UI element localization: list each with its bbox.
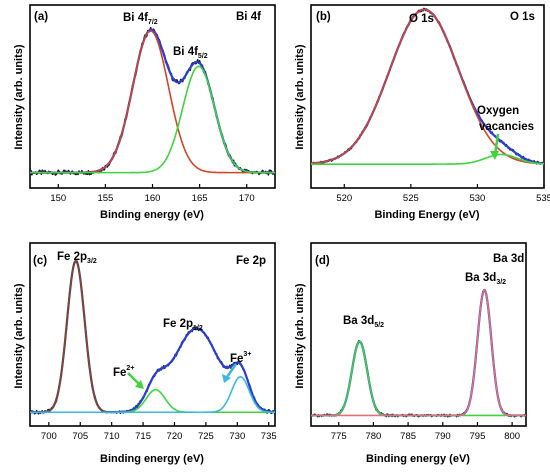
x-tick-label: 790	[435, 431, 451, 442]
annotation-text: Fe	[113, 367, 126, 379]
panel-c: 700 705 710 715 720 725 730 735 (c) Fe 2p Fe 2p…	[13, 242, 277, 465]
annotation-vacancies: vacancies	[479, 121, 534, 133]
series-line-component	[30, 30, 275, 174]
annotation-text: Fe	[230, 353, 243, 365]
x-tick-label: 530	[469, 193, 485, 204]
annotation-text: Bi 4f	[123, 12, 148, 24]
x-axis-label: Binding Energy (eV)	[374, 209, 479, 221]
annotation-fe-2p-1-2: Fe 2p1/2	[163, 318, 203, 332]
x-tick-label: 155	[97, 193, 113, 204]
x-tick-label: 775	[331, 431, 347, 442]
series-line-component	[311, 153, 545, 165]
x-tick-label: 800	[504, 431, 520, 442]
arrow-head-icon	[222, 374, 231, 383]
annotation-bi-4f-7-2: Bi 4f7/2	[123, 12, 158, 26]
series-line-raw	[310, 7, 545, 166]
fe2-arrow	[127, 372, 141, 386]
y-axis-label: Intensity (arb. units)	[294, 283, 306, 388]
annotation-subscript: 5/2	[198, 53, 208, 60]
x-tick-label: 795	[470, 431, 486, 442]
x-tick-label: 525	[403, 193, 419, 204]
panel-label: (c)	[33, 255, 47, 267]
x-tick-label: 705	[72, 431, 88, 442]
y-axis-label: Intensity (arb. units)	[13, 44, 25, 149]
series-line-raw	[29, 26, 276, 176]
annotation-ba-3d-5-2: Ba 3d5/2	[343, 315, 384, 329]
x-tick-label: 730	[229, 431, 245, 442]
series-line-fit	[310, 288, 527, 417]
annotation-subscript: 3/2	[87, 258, 97, 265]
series-line-component	[30, 376, 276, 414]
x-tick-label: 735	[261, 431, 277, 442]
annotation-text: Ba 3d	[465, 272, 496, 284]
series-line-component	[311, 289, 526, 417]
annotation-text: Fe 2p	[57, 251, 87, 263]
annotation-subscript: 3/2	[496, 279, 506, 286]
panel-label: (a)	[34, 11, 48, 23]
series-line-component	[30, 65, 275, 174]
panel-label: (d)	[315, 255, 330, 267]
x-tick-label: 720	[167, 431, 183, 442]
y-axis-label: Intensity (arb. units)	[13, 283, 25, 388]
panel-label: (b)	[316, 11, 331, 23]
series-line-component	[30, 388, 275, 414]
annotation-ba-3d-3-2: Ba 3d3/2	[465, 272, 506, 286]
annotation-subscript: 7/2	[148, 19, 158, 26]
x-tick-label: 160	[145, 193, 161, 204]
series-line-fit	[310, 8, 545, 165]
x-tick-label: 725	[198, 431, 214, 442]
annotation-text: Fe 2p	[163, 318, 193, 330]
x-axis-label: Binding energy (eV)	[100, 209, 204, 221]
x-tick-label: 785	[400, 431, 416, 442]
x-axis-label: Binding energy (eV)	[366, 453, 470, 465]
x-tick-label: 700	[41, 431, 57, 442]
series-line-component	[311, 340, 526, 417]
arrow-head-icon	[135, 380, 144, 389]
x-tick-label: 150	[50, 193, 66, 204]
annotation-text: Bi 4f	[173, 46, 198, 58]
panel-title: Ba 3d	[493, 253, 524, 265]
y-axis-label: Intensity (arb. units)	[294, 44, 306, 149]
annotation-superscript: 3+	[243, 351, 251, 358]
series-line-fit	[29, 28, 276, 174]
series-line-fit	[29, 259, 276, 414]
annotation-fe-3-plus: Fe3+	[230, 351, 251, 365]
x-tick-label: 535	[536, 193, 550, 204]
arrow-head-icon	[490, 151, 499, 160]
series-line-component	[30, 260, 275, 414]
series-line-raw	[310, 289, 527, 418]
x-tick-label: 165	[192, 193, 208, 204]
panel-title: Bi 4f	[236, 11, 261, 23]
annotation-subscript: 5/2	[374, 322, 384, 329]
x-tick-label: 520	[336, 193, 352, 204]
annotation-fe-2-plus: Fe2+	[113, 365, 134, 379]
annotation-fe-2p-3-2: Fe 2p3/2	[57, 251, 97, 265]
panel-b: 520 525 530 535 (b) O 1s O 1s Oxygen vacanc…	[294, 4, 550, 221]
annotation-o-1s: O 1s	[409, 13, 434, 25]
plot-frame	[310, 4, 545, 189]
panel-d: 775 780 785 790 795 800 (d) Ba 3d Ba 3d5/2 Ba…	[294, 242, 527, 465]
annotation-oxygen: Oxygen	[477, 105, 519, 117]
annotation-text: Ba 3d	[343, 315, 374, 327]
x-tick-label: 780	[365, 431, 381, 442]
plot-frame	[310, 242, 527, 427]
annotation-subscript: 1/2	[193, 325, 203, 332]
x-tick-label: 170	[239, 193, 255, 204]
x-axis-label: Binding energy (eV)	[100, 453, 204, 465]
fe3-arrow	[225, 363, 238, 378]
panel-title: O 1s	[510, 11, 535, 23]
annotation-bi-4f-5-2: Bi 4f5/2	[173, 46, 208, 60]
panel-a: 150 155 160 165 170 (a) Bi 4f Bi 4f7/2 Bi 4f…	[13, 4, 276, 221]
x-tick-label: 710	[104, 431, 120, 442]
plot-frame	[29, 242, 276, 427]
series-line-component	[310, 8, 545, 165]
x-tick-label: 715	[135, 431, 151, 442]
annotation-superscript: 2+	[126, 365, 134, 372]
panel-title: Fe 2p	[236, 255, 266, 267]
